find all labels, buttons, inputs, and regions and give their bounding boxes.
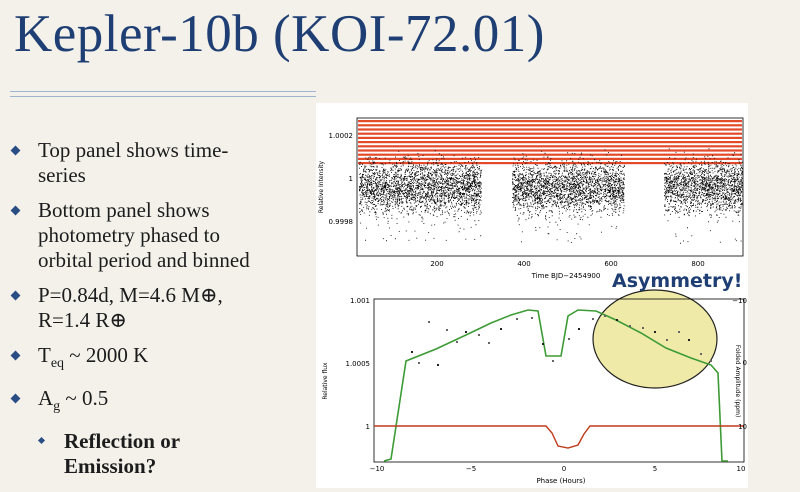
top-xlabel: Time BJD−2454900 xyxy=(531,272,601,280)
bottom-plot-frame xyxy=(373,298,745,463)
stripe-band xyxy=(358,145,742,148)
binned-point xyxy=(688,339,690,341)
stripe-band xyxy=(358,157,742,160)
binned-point xyxy=(552,360,554,362)
sub-bullet-item: Reflection or Emission? xyxy=(8,429,333,479)
binned-point xyxy=(446,329,448,331)
binned-point xyxy=(500,328,502,330)
top-xtick: 600 xyxy=(604,260,617,268)
binned-point xyxy=(411,351,413,353)
bottom-xtick: 0 xyxy=(562,465,566,473)
figure-panel: Relative Intensity 1.0002 1 0.9998 200 4… xyxy=(316,103,748,488)
bottom-plot: Relative flux Folded Amplitude (ppm) 1.0… xyxy=(322,289,747,485)
bottom-xlabel: Phase (Hours) xyxy=(536,477,585,485)
binned-point xyxy=(654,331,656,333)
slide-title: Kepler-10b (KOI-72.01) xyxy=(14,5,545,63)
binned-point xyxy=(710,360,712,362)
light-curve-figure: Relative Intensity 1.0002 1 0.9998 200 4… xyxy=(318,117,747,485)
bottom-ytick-right: 10 xyxy=(738,423,747,431)
bottom-ytick-right: 0 xyxy=(743,359,747,367)
time-series-scatter xyxy=(359,148,743,244)
bullet-item: Bottom panel shows photometry phased to … xyxy=(8,198,333,273)
binned-point xyxy=(418,362,420,364)
top-plot-frame xyxy=(356,117,744,257)
stripe-band xyxy=(358,128,742,131)
binned-point xyxy=(592,318,594,320)
binned-point xyxy=(568,338,570,340)
binned-point xyxy=(531,317,533,319)
saturated-stripes xyxy=(358,120,742,165)
bullet-diamond-icon xyxy=(10,145,21,156)
bullet-list: Top panel shows time- series Bottom pane… xyxy=(8,138,333,489)
binned-point xyxy=(437,364,439,366)
bullet-diamond-icon xyxy=(10,350,21,361)
top-xtick: 400 xyxy=(517,260,530,268)
top-ytick: 1.0002 xyxy=(329,132,354,140)
binned-point xyxy=(700,353,702,355)
title-divider xyxy=(10,91,316,92)
binned-point xyxy=(666,339,668,341)
bottom-xtick: −10 xyxy=(370,465,385,473)
binned-point xyxy=(465,331,467,333)
bullet-item: Teq ~ 2000 K xyxy=(8,343,333,376)
stripe-band xyxy=(358,120,742,123)
stripe-band xyxy=(358,124,742,127)
binned-point xyxy=(428,321,430,323)
stripe-band xyxy=(358,153,742,156)
stripe-band xyxy=(358,141,742,144)
time-series-points xyxy=(359,148,743,244)
bottom-ytick: 1.001 xyxy=(350,297,370,305)
bottom-ylabel-right: Folded Amplitude (ppm) xyxy=(734,345,741,418)
binned-point xyxy=(616,319,618,321)
binned-point xyxy=(488,342,490,344)
top-ytick: 0.9998 xyxy=(329,218,354,226)
top-xtick: 200 xyxy=(430,260,443,268)
asymmetry-highlight xyxy=(592,289,718,389)
bullet-item: P=0.84d, M=4.6 M⊕, R=1.4 R⊕ xyxy=(8,283,333,333)
bottom-ylabel: Relative flux xyxy=(322,362,329,400)
binned-point xyxy=(629,325,631,327)
bullet-diamond-icon xyxy=(10,290,21,301)
bottom-ytick-right: −10 xyxy=(732,297,747,305)
model-curve xyxy=(383,309,728,462)
binned-point xyxy=(604,315,606,317)
stripe-band xyxy=(358,132,742,135)
bottom-ytick: 1 xyxy=(366,423,370,431)
binned-point xyxy=(578,328,580,330)
binned-point xyxy=(542,343,544,345)
residual-curve xyxy=(374,425,744,449)
asymmetry-annotation: Asymmetry! xyxy=(612,270,743,292)
bottom-ytick: 1.0005 xyxy=(346,360,371,368)
binned-points xyxy=(411,315,712,366)
top-plot: Relative Intensity 1.0002 1 0.9998 200 4… xyxy=(318,117,744,280)
top-ytick: 1 xyxy=(349,175,353,183)
title-divider-secondary xyxy=(10,96,316,97)
bottom-xtick: 10 xyxy=(737,465,746,473)
bottom-xtick: 5 xyxy=(653,465,657,473)
bottom-xtick: −5 xyxy=(466,465,476,473)
bullet-diamond-icon xyxy=(37,437,46,445)
binned-point xyxy=(456,341,458,343)
binned-point xyxy=(516,318,518,320)
bullet-item: Top panel shows time- series xyxy=(8,138,333,188)
bullet-item: Ag ~ 0.5 xyxy=(8,386,333,419)
bullet-diamond-icon xyxy=(10,205,21,216)
top-xtick: 800 xyxy=(691,260,704,268)
binned-point xyxy=(678,331,680,333)
top-ylabel: Relative Intensity xyxy=(318,160,325,213)
bullet-diamond-icon xyxy=(10,393,21,404)
binned-point xyxy=(642,327,644,329)
binned-point xyxy=(478,334,480,336)
stripe-band xyxy=(358,149,742,152)
stripe-band xyxy=(358,136,742,139)
